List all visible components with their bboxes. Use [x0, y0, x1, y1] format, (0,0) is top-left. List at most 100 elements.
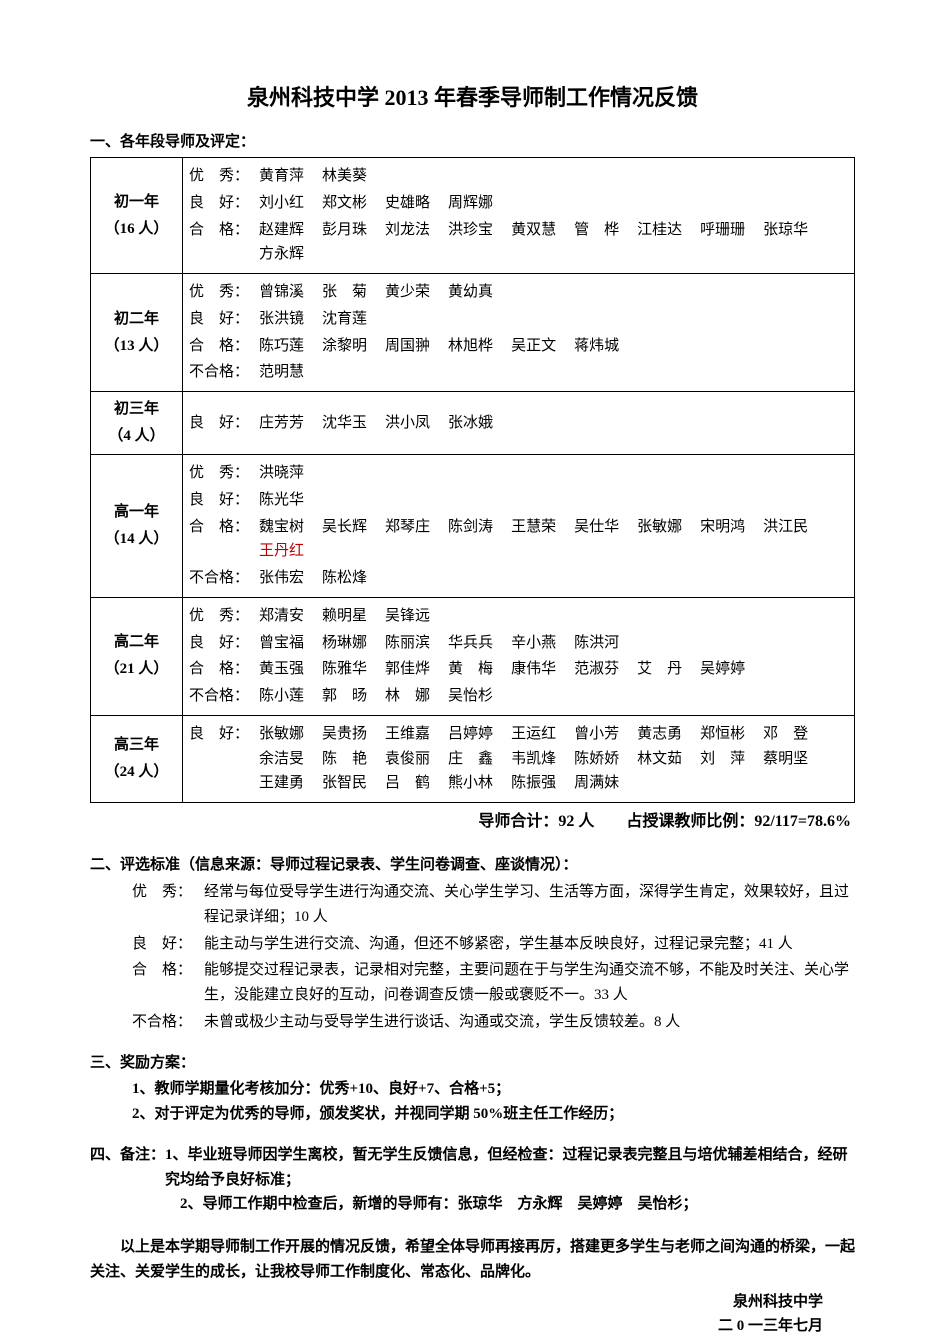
mentor-name: 黄玉强: [259, 657, 304, 682]
names-list: 范明慧: [259, 360, 848, 385]
names-list: 黄玉强陈雅华郭佳烨黄 梅康伟华范淑芬艾 丹吴婷婷: [259, 657, 848, 682]
names-list: 陈光华: [259, 488, 848, 513]
mentor-name: 曾宝福: [259, 631, 304, 656]
mentor-name: 吕 鹤: [385, 771, 430, 796]
mentor-name: 洪江民: [763, 515, 808, 540]
rating-line: 不合格：范明慧: [189, 360, 848, 385]
rating-label: 良 好：: [189, 488, 259, 513]
criteria-block: 二、评选标准（信息来源：导师过程记录表、学生问卷调查、座谈情况）： 优 秀：经常…: [90, 853, 855, 1034]
mentor-name: 涂黎明: [322, 334, 367, 359]
mentor-name: 郭 旸: [322, 684, 367, 709]
names-list: 赵建辉彭月珠刘龙法洪珍宝黄双慧管 桦江桂达呼珊珊张琼华方永辉: [259, 218, 848, 268]
names-list: 庄芳芳沈华玉洪小凤张冰娥: [259, 411, 848, 436]
mentor-name: 吕婷婷: [448, 722, 493, 747]
mentor-name: 林文茹: [637, 747, 682, 772]
rating-line: 优 秀：黄育萍林美葵: [189, 164, 848, 189]
rating-line: 良 好：张洪镜沈育莲: [189, 307, 848, 332]
criteria-text: 能够提交过程记录表，记录相对完整，主要问题在于与学生沟通交流不够，不能及时关注、…: [204, 958, 855, 1008]
mentor-name: 韦凯烽: [511, 747, 556, 772]
rating-line: 优 秀：曾锦溪张 菊黄少荣黄幼真: [189, 280, 848, 305]
mentor-name: 郭佳烨: [385, 657, 430, 682]
mentor-name: 张敏娜: [637, 515, 682, 540]
section3-header: 三、奖励方案：: [90, 1051, 855, 1076]
rating-label: 不合格：: [189, 360, 259, 385]
notes-row: 四、备注： 1、毕业班导师因学生离校，暂无学生反馈信息，但经检查：过程记录表完整…: [90, 1143, 855, 1193]
mentor-name: 陈松烽: [322, 566, 367, 591]
mentor-table: 初一年（16 人）优 秀：黄育萍林美葵良 好：刘小红郑文彬史雄略周辉娜合 格：赵…: [90, 157, 855, 803]
mentor-name: 陈小莲: [259, 684, 304, 709]
mentor-name: 林美葵: [322, 164, 367, 189]
mentor-name: 辛小燕: [511, 631, 556, 656]
content-cell: 优 秀：郑清安赖明星吴锋远良 好：曾宝福杨琳娜陈丽滨华兵兵辛小燕陈洪河合 格：黄…: [183, 597, 855, 715]
mentor-name: 邓 登: [763, 722, 808, 747]
mentor-name: 刘龙法: [385, 218, 430, 243]
mentor-name: 张敏娜: [259, 722, 304, 747]
mentor-name: 黄 梅: [448, 657, 493, 682]
rating-label: 优 秀：: [189, 280, 259, 305]
mentor-name: 吴正文: [511, 334, 556, 359]
mentor-name: 余洁旻: [259, 747, 304, 772]
mentor-name: 郑文彬: [322, 191, 367, 216]
mentor-name: 方永辉: [259, 242, 304, 267]
mentor-name: 陈剑涛: [448, 515, 493, 540]
names-list: 张洪镜沈育莲: [259, 307, 848, 332]
names-list: 张伟宏陈松烽: [259, 566, 848, 591]
content-cell: 优 秀：曾锦溪张 菊黄少荣黄幼真良 好：张洪镜沈育莲合 格：陈巧莲涂黎明周国翀林…: [183, 274, 855, 392]
grade-cell: 初二年（13 人）: [91, 274, 183, 392]
content-cell: 良 好：庄芳芳沈华玉洪小凤张冰娥: [183, 392, 855, 455]
criteria-label: 良 好：: [132, 932, 204, 957]
rating-label: 优 秀：: [189, 164, 259, 189]
mentor-name: 史雄略: [385, 191, 430, 216]
rating-line: 不合格：陈小莲郭 旸林 娜吴怡杉: [189, 684, 848, 709]
mentor-name: 蔡明坚: [763, 747, 808, 772]
mentor-name: 呼珊珊: [700, 218, 745, 243]
grade-cell: 高二年（21 人）: [91, 597, 183, 715]
mentor-name: 曾锦溪: [259, 280, 304, 305]
mentor-name: 洪晓萍: [259, 461, 304, 486]
mentor-name: 宋明鸿: [700, 515, 745, 540]
grade-cell: 初一年（16 人）: [91, 158, 183, 274]
mentor-name: 吴婷婷: [700, 657, 745, 682]
mentor-name: 范明慧: [259, 360, 304, 385]
criteria-row: 良 好：能主动与学生进行交流、沟通，但还不够紧密，学生基本反映良好，过程记录完整…: [90, 932, 855, 957]
rating-line: 优 秀：郑清安赖明星吴锋远: [189, 604, 848, 629]
mentor-name: 张琼华: [763, 218, 808, 243]
names-list: 陈巧莲涂黎明周国翀林旭桦吴正文蒋炜城: [259, 334, 848, 359]
signature-date: 二 0 一三年七月: [90, 1314, 855, 1339]
rating-line: 合 格：赵建辉彭月珠刘龙法洪珍宝黄双慧管 桦江桂达呼珊珊张琼华方永辉: [189, 218, 848, 268]
mentor-name: 彭月珠: [322, 218, 367, 243]
mentor-name: 黄幼真: [448, 280, 493, 305]
mentor-name: 郑恒彬: [700, 722, 745, 747]
mentor-name: 庄 鑫: [448, 747, 493, 772]
mentor-name: 张智民: [322, 771, 367, 796]
mentor-name: 陈 艳: [322, 747, 367, 772]
mentor-name: 王建勇: [259, 771, 304, 796]
mentor-name: 王维嘉: [385, 722, 430, 747]
rating-line: 良 好：刘小红郑文彬史雄略周辉娜: [189, 191, 848, 216]
grade-cell: 高一年（14 人）: [91, 455, 183, 598]
criteria-row: 合 格：能够提交过程记录表，记录相对完整，主要问题在于与学生沟通交流不够，不能及…: [90, 958, 855, 1008]
rating-line: 合 格：黄玉强陈雅华郭佳烨黄 梅康伟华范淑芬艾 丹吴婷婷: [189, 657, 848, 682]
names-list: 曾锦溪张 菊黄少荣黄幼真: [259, 280, 848, 305]
mentor-name: 华兵兵: [448, 631, 493, 656]
rating-label: 良 好：: [189, 631, 259, 656]
grade-cell: 高三年（24 人）: [91, 715, 183, 802]
content-cell: 良 好：张敏娜吴贵扬王维嘉吕婷婷王运红曾小芳黄志勇郑恒彬邓 登余洁旻陈 艳袁俊丽…: [183, 715, 855, 802]
content-cell: 优 秀：黄育萍林美葵良 好：刘小红郑文彬史雄略周辉娜合 格：赵建辉彭月珠刘龙法洪…: [183, 158, 855, 274]
mentor-name: 吴锋远: [385, 604, 430, 629]
mentor-name: 陈娇娇: [574, 747, 619, 772]
criteria-text: 未曾或极少主动与受导学生进行谈话、沟通或交流，学生反馈较差。8 人: [204, 1010, 855, 1035]
mentor-name: 陈洪河: [574, 631, 619, 656]
conclusion-text: 以上是本学期导师制工作开展的情况反馈，希望全体导师再接再厉，搭建更多学生与老师之…: [90, 1235, 855, 1285]
note-text: 2、导师工作期中检查后，新增的导师有：张琼华 方永辉 吴婷婷 吴怡杉；: [180, 1192, 855, 1217]
rating-label: 合 格：: [189, 218, 259, 243]
document-title: 泉州科技中学 2013 年春季导师制工作情况反馈: [90, 80, 855, 116]
rating-line: 合 格：魏宝树吴长辉郑琴庄陈剑涛王慧荣吴仕华张敏娜宋明鸿洪江民王丹红: [189, 515, 848, 565]
rating-label: 良 好：: [189, 191, 259, 216]
mentor-name: 黄育萍: [259, 164, 304, 189]
mentor-name: 郑琴庄: [385, 515, 430, 540]
rating-label: 优 秀：: [189, 604, 259, 629]
mentor-name: 范淑芬: [574, 657, 619, 682]
rating-label: 合 格：: [189, 657, 259, 682]
notes-block: 四、备注： 1、毕业班导师因学生离校，暂无学生反馈信息，但经检查：过程记录表完整…: [90, 1143, 855, 1217]
